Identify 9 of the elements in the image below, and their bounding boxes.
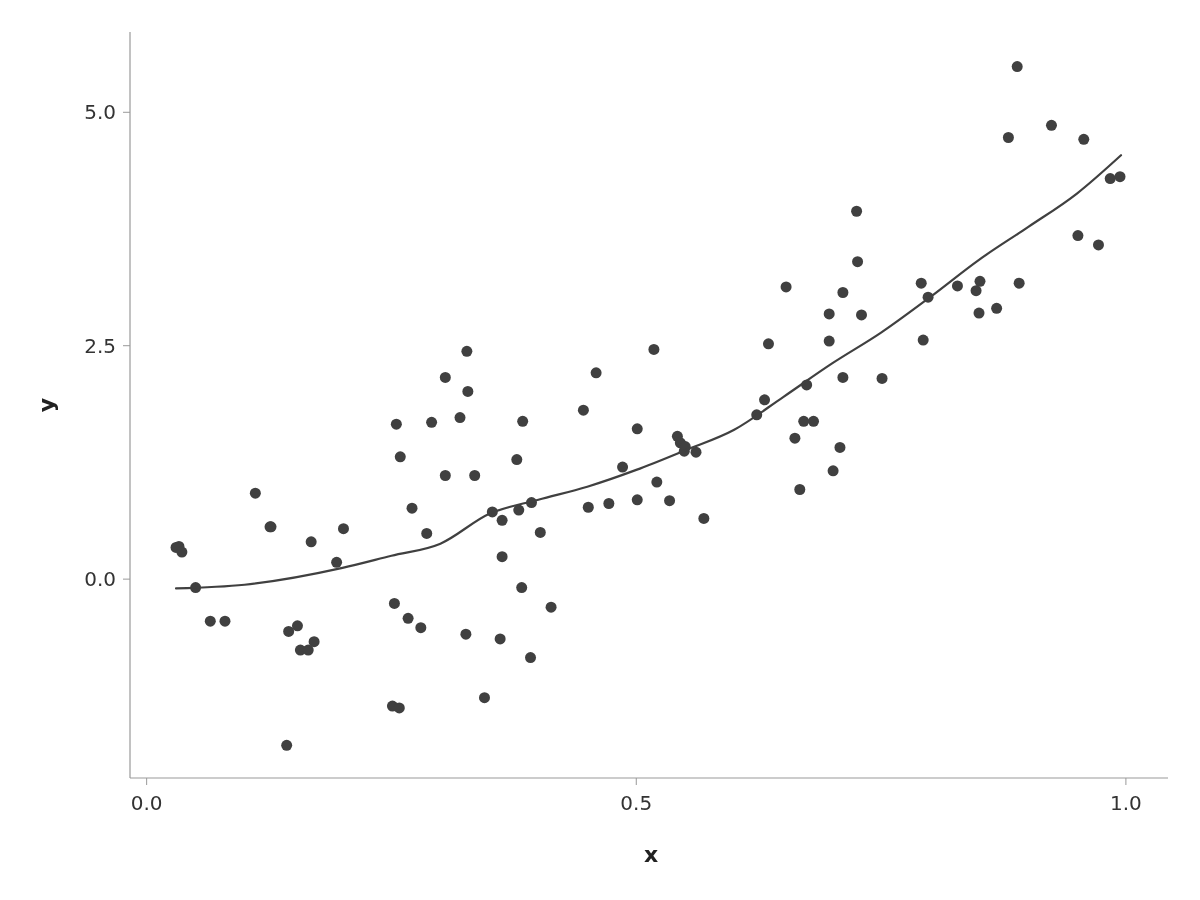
x-tick-label: 0.5 (620, 791, 653, 815)
y-axis-title: y (34, 397, 59, 413)
x-tick-label: 0.0 (130, 791, 163, 815)
x-axis-title: x (643, 842, 659, 867)
line-series (174, 154, 1123, 590)
y-tick-label: 2.5 (84, 333, 116, 358)
y-tick-label: 0.0 (84, 567, 116, 592)
y-tick-label: 5.0 (84, 100, 116, 125)
x-tick-label: 1.0 (1109, 791, 1142, 815)
